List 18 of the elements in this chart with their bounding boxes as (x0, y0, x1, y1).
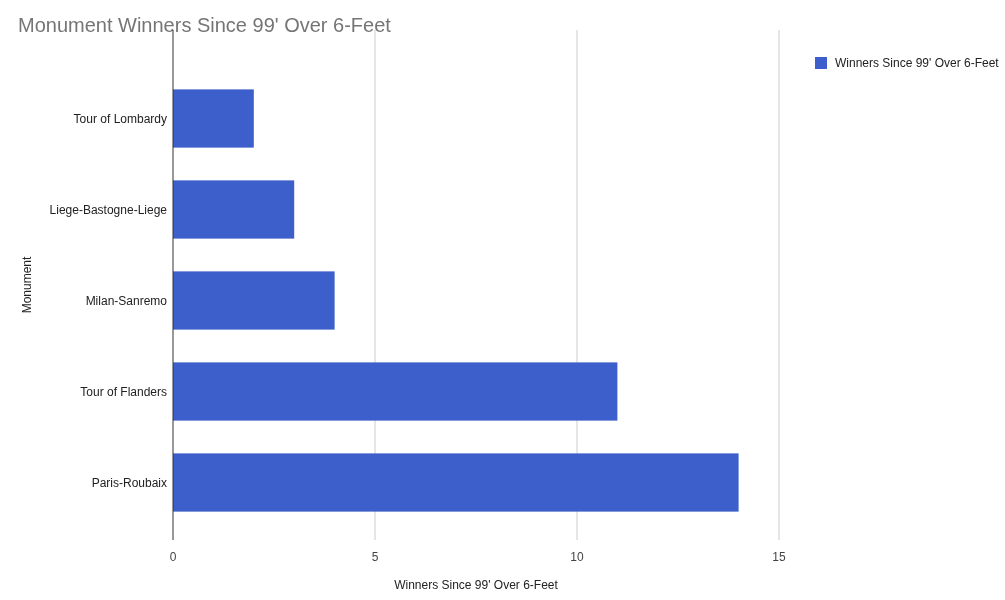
chart-title: Monument Winners Since 99' Over 6-Feet (18, 14, 392, 36)
x-tick-label: 0 (169, 550, 177, 564)
x-tick-label: 5 (371, 550, 379, 564)
x-axis-title: Winners Since 99' Over 6-Feet (394, 578, 559, 592)
bar (173, 180, 295, 239)
y-tick-label: Paris-Roubaix (91, 475, 167, 490)
x-tick-label: 15 (772, 550, 786, 564)
bar (173, 362, 618, 421)
x-tick-label: 10 (570, 550, 584, 564)
y-tick-label: Milan-Sanremo (85, 293, 168, 308)
legend-label: Winners Since 99' Over 6-Feet (835, 56, 1000, 71)
bar (173, 453, 739, 512)
y-tick-label: Tour of Lombardy (73, 111, 167, 126)
y-tick-label: Liege-Bastogne-Liege (49, 202, 168, 217)
y-tick-label: Tour of Flanders (80, 384, 167, 399)
bar (173, 89, 254, 148)
bar (173, 271, 335, 330)
y-axis-title: Monument (20, 255, 34, 314)
